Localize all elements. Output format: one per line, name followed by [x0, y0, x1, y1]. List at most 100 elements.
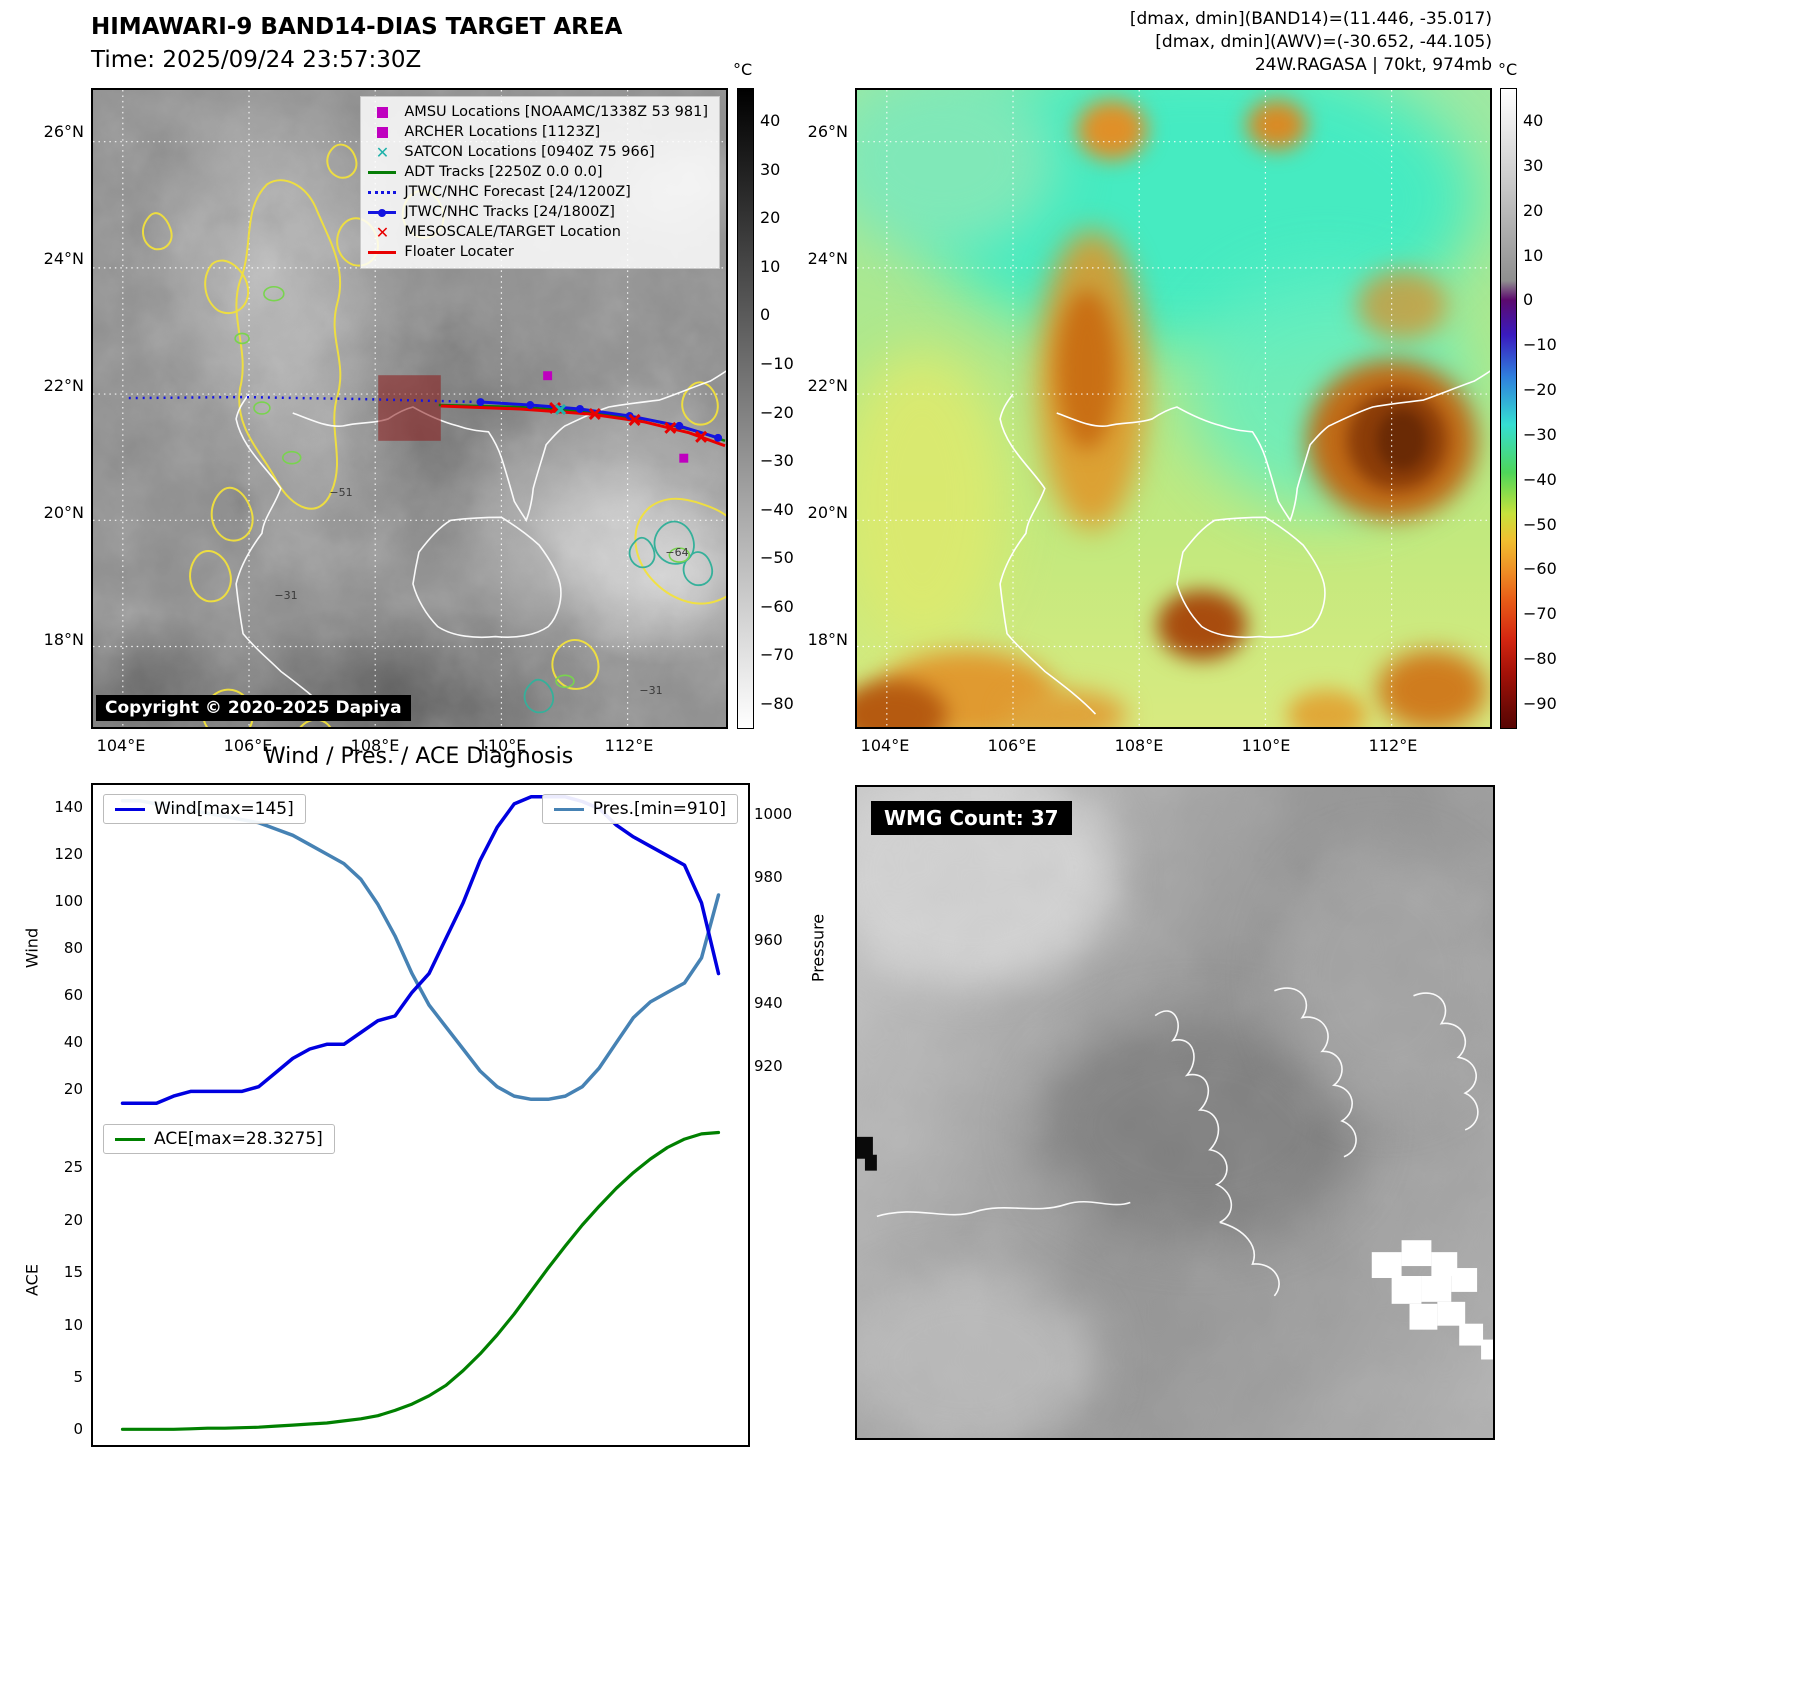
bw-cbar-tick: 40 [760, 111, 781, 130]
track-line-dot-icon [367, 208, 397, 217]
wind-ytick: 60 [63, 986, 83, 1005]
tr-lat-tick: 24°N [807, 249, 848, 268]
legend-item: JTWC/NHC Tracks [24/1800Z] [367, 204, 708, 221]
warm-cloud [1157, 590, 1247, 660]
wind-ytick: 20 [63, 1080, 83, 1099]
target-x-icon: ✕ [375, 222, 390, 242]
storm-header: [dmax, dmin](BAND14)=(11.446, -35.017) [… [900, 8, 1492, 77]
tr-lon-tick: 110°E [1241, 736, 1291, 755]
legend-item-label: JTWC/NHC Tracks [24/1800Z] [404, 204, 615, 220]
adt-line-icon [367, 171, 397, 174]
warm-cloud [1377, 650, 1487, 727]
temp-cbar-tick: −50 [1523, 514, 1557, 534]
legend-item-label: MESOSCALE/TARGET Location [404, 224, 621, 240]
ace-ytick: 15 [63, 1263, 83, 1282]
contour-label: −31 [274, 589, 298, 602]
temp-cbar-tick: −30 [1523, 424, 1557, 444]
wind-line-sample [115, 807, 145, 811]
wmg-overlay [857, 787, 1493, 1438]
legend-item: AMSU Locations [NOAAMC/1338Z 53 981] [367, 104, 708, 121]
pixel-texture [857, 787, 1493, 1438]
warm-cloud [1377, 410, 1427, 470]
tl-lat-tick: 18°N [43, 630, 84, 649]
series-line [120, 1130, 721, 1431]
temp-colorbar [1500, 88, 1517, 729]
legend-item-label: AMSU Locations [NOAAMC/1338Z 53 981] [404, 104, 708, 120]
temp-cbar-tick: 40 [1523, 111, 1544, 130]
temp-cbar-tick: −70 [1523, 604, 1557, 624]
bright-pixels [1371, 1240, 1493, 1360]
bw-cbar-tick: 30 [760, 159, 781, 179]
bw-cbar-tick: −40 [760, 499, 794, 519]
legend-item-label: ARCHER Locations [1123Z] [404, 124, 601, 140]
legend-item-label: Floater Locater [404, 244, 514, 260]
temp-cbar-tick: −20 [1523, 380, 1557, 400]
ace-chart: ACE[max=28.3275] [91, 1115, 750, 1447]
temp-cbar-tick: −80 [1523, 649, 1557, 669]
pressure-line-sample [553, 807, 584, 811]
tl-lat-tick: 22°N [43, 376, 84, 395]
legend-item-label: SATCON Locations [0940Z 75 966] [404, 144, 655, 160]
bw-colorbar [737, 88, 754, 729]
tl-lat-tick: 24°N [43, 249, 84, 268]
warm-cloud [1287, 690, 1367, 727]
wind-axis-label: Wind [22, 927, 42, 969]
legend-item: ADT Tracks [2250Z 0.0 0.0] [367, 164, 708, 181]
bw-cbar-tick: −30 [760, 451, 794, 471]
temp-cbar-tick: 20 [1523, 200, 1544, 220]
contour-label: −64 [665, 546, 689, 559]
legend-item: JTWC/NHC Forecast [24/1200Z] [367, 184, 708, 201]
warm-region [857, 350, 1007, 650]
tl-lon-tick: 106°E [223, 736, 273, 755]
wind-ytick: 120 [54, 844, 83, 863]
series-line [120, 795, 721, 1105]
floater-line-icon [367, 251, 397, 254]
warm-cloud [1357, 270, 1447, 340]
pressure-ytick: 980 [754, 868, 783, 887]
mesoscale-target-markers [549, 401, 708, 443]
band14-time: Time: 2025/09/24 23:57:30Z [91, 47, 422, 73]
contours-green [234, 285, 691, 689]
tl-lon-tick: 104°E [96, 736, 146, 755]
legend-item: Floater Locater [367, 244, 708, 261]
series-line [120, 798, 721, 1102]
bw-cbar-tick: 0 [760, 305, 771, 325]
tr-lon-tick: 106°E [987, 736, 1037, 755]
wmg-count-badge: WMG Count: 37 [871, 801, 1072, 835]
wind-ytick: 40 [63, 1033, 83, 1052]
tl-lon-tick: 110°E [477, 736, 527, 755]
wind-ytick: 80 [63, 939, 83, 957]
wmg-map: WMG Count: 37 [855, 785, 1495, 1440]
band14-title: HIMAWARI-9 BAND14-DIAS TARGET AREA [91, 14, 623, 40]
jtwc-forecast-track [128, 395, 481, 404]
bw-cbar-tick: −60 [760, 596, 794, 616]
temp-cbar-tick: −40 [1523, 469, 1557, 489]
contour-label: −51 [329, 486, 353, 499]
amsu-square-icon [367, 107, 397, 118]
legend-item: ✕ SATCON Locations [0940Z 75 966] [367, 144, 708, 161]
bw-colorbar-unit: °C [733, 60, 753, 79]
floater-track [440, 404, 726, 448]
coastline [876, 987, 1479, 1297]
target-area-box [378, 375, 441, 441]
temp-cbar-tick: −90 [1523, 694, 1557, 713]
temp-cbar-tick: 30 [1523, 155, 1544, 175]
wind-ytick: 100 [54, 891, 83, 910]
contour-label: −31 [639, 684, 663, 697]
bw-cbar-tick: −10 [760, 353, 794, 373]
archer-square-icon [367, 127, 397, 138]
diagnosis-title: Wind / Pres. / ACE Diagnosis [263, 744, 574, 769]
tr-lat-tick: 22°N [807, 376, 848, 395]
tr-lon-tick: 112°E [1368, 736, 1418, 755]
band14-map: AMSU Locations [NOAAMC/1338Z 53 981] ARCH… [91, 88, 728, 729]
legend-item: ✕ MESOSCALE/TARGET Location [367, 224, 708, 241]
ace-line-sample [115, 1137, 145, 1141]
lat-lon-grid [857, 90, 1490, 727]
tr-lon-tick: 108°E [1114, 736, 1164, 755]
legend-item: ARCHER Locations [1123Z] [367, 124, 708, 141]
awv-overlay [857, 90, 1490, 727]
tr-lat-tick: 18°N [807, 630, 848, 649]
bw-cbar-tick: 10 [760, 256, 781, 276]
wind-legend-label: Wind[max=145] [154, 799, 294, 819]
bw-cbar-tick: 20 [760, 208, 781, 228]
